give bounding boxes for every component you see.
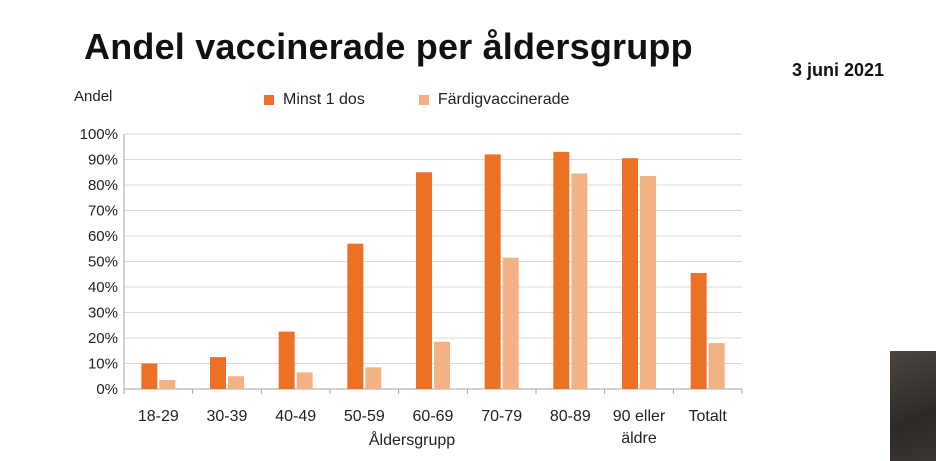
bar-fardigvaccinerade (640, 176, 656, 389)
y-tick-label: 80% (88, 177, 118, 194)
y-tick-label: 90% (88, 152, 118, 169)
bar-fardigvaccinerade (159, 380, 176, 389)
y-tick-label: 0% (96, 381, 118, 398)
bar-fardigvaccinerade (434, 341, 450, 389)
x-tick-label: 90 eller (613, 408, 666, 425)
y-tick-label: 10% (88, 356, 118, 373)
y-tick-label: 100% (80, 126, 118, 143)
x-tick-label: Totalt (689, 408, 728, 425)
bar-minst-1-dos (690, 272, 707, 389)
y-tick-label: 50% (88, 254, 118, 271)
y-tick-label: 30% (88, 305, 118, 322)
page-title: Andel vaccinerade per åldersgrupp (84, 26, 693, 67)
x-tick-label: 70-79 (481, 408, 522, 425)
video-thumbnail-edge (890, 351, 936, 461)
date-label: 3 juni 2021 (792, 60, 885, 80)
bar-fardigvaccinerade (365, 367, 382, 389)
bar-fardigvaccinerade (228, 376, 244, 389)
x-tick-label: 80-89 (550, 408, 591, 425)
y-tick-label: 70% (88, 203, 118, 220)
bar-minst-1-dos (622, 158, 638, 389)
x-tick-label: äldre (621, 430, 657, 447)
bar-minst-1-dos (278, 331, 295, 389)
y-tick-label: 40% (88, 279, 118, 296)
legend-label-minst-1-dos: Minst 1 dos (283, 91, 365, 108)
bar-minst-1-dos (347, 243, 364, 389)
legend-swatch-minst-1-dos (264, 95, 274, 105)
legend-swatch-fardigvaccinerade (418, 95, 429, 105)
bar-fardigvaccinerade (571, 173, 588, 389)
bar-minst-1-dos (141, 363, 158, 389)
y-axis-label: Andel (74, 88, 113, 105)
chart-legend: Minst 1 dos Färdigvaccinerade (264, 90, 623, 110)
bar-fardigvaccinerade (502, 257, 519, 389)
legend-label-fardigvaccinerade: Färdigvaccinerade (437, 91, 570, 108)
x-tick-label: 60-69 (413, 408, 454, 425)
x-tick-label: 30-39 (207, 408, 248, 425)
bar-minst-1-dos (416, 172, 432, 389)
bar-fardigvaccinerade (708, 343, 725, 389)
y-tick-label: 60% (88, 228, 118, 245)
y-tick-label: 20% (88, 330, 118, 347)
x-axis-label: Åldersgrupp (369, 430, 455, 449)
x-tick-label: 40-49 (275, 408, 316, 425)
bar-minst-1-dos (210, 357, 226, 389)
bar-minst-1-dos (484, 154, 501, 389)
x-tick-label: 50-59 (344, 408, 385, 425)
x-tick-label: 18-29 (138, 408, 179, 425)
bar-minst-1-dos (553, 151, 570, 389)
bar-fardigvaccinerade (296, 372, 313, 389)
legend-item-minst-1-dos: Minst 1 dos (264, 91, 365, 109)
legend-item-fardigvaccinerade: Färdigvaccinerade (418, 91, 570, 109)
